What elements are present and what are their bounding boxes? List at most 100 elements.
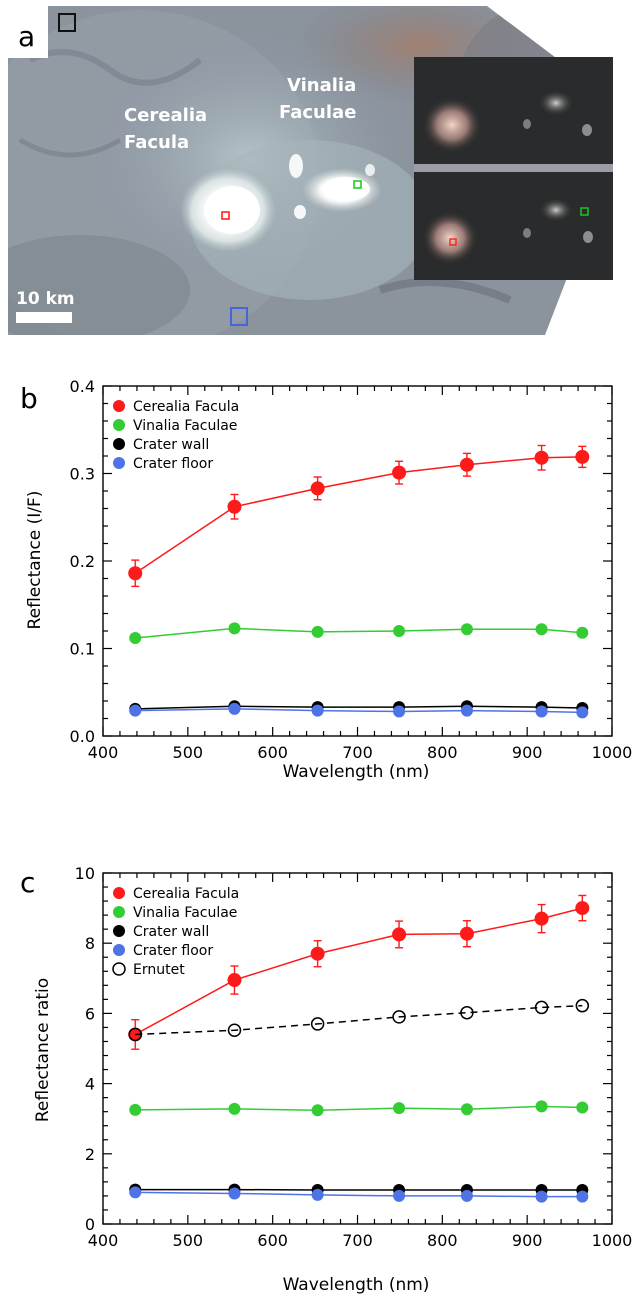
data-point	[534, 1000, 549, 1015]
vinalia-label-line2: Faculae	[279, 102, 356, 123]
panel-label-background	[8, 6, 48, 58]
data-point	[311, 625, 324, 638]
panel-c-label: c	[20, 866, 35, 899]
x-tick-label: 400	[88, 743, 119, 762]
x-tick-label: 400	[88, 1231, 119, 1250]
legend-label: Crater floor	[133, 943, 213, 959]
data-point	[310, 946, 325, 961]
ratio-x-axis-title: Wavelength (nm)	[283, 1275, 430, 1295]
data-point	[392, 1010, 406, 1024]
x-tick-label: 800	[427, 743, 458, 762]
data-point	[311, 704, 324, 717]
x-tick-label: 500	[173, 743, 204, 762]
legend-entry-crater-floor: Crater floor	[113, 456, 213, 472]
data-point	[575, 449, 590, 464]
data-point	[392, 465, 407, 480]
x-tick-label: 700	[342, 1231, 373, 1250]
series-line-crater-floor	[135, 1191, 583, 1198]
x-tick-label: 600	[257, 1231, 288, 1250]
legend-marker	[113, 925, 125, 937]
cerealia-sample-box	[221, 211, 230, 220]
legend-label: Ernutet	[133, 962, 185, 978]
legend-marker	[113, 887, 125, 899]
legend-entry-ernutet: Ernutet	[112, 962, 185, 978]
x-tick-label: 500	[173, 1231, 204, 1250]
cerealia-label-line2: Facula	[124, 132, 189, 153]
legend-entry-cerealia-facula: Cerealia Facula	[113, 886, 239, 902]
series-crater-wall	[129, 1183, 589, 1196]
x-tick-label: 800	[427, 1231, 458, 1250]
legend-marker	[113, 419, 125, 431]
data-point	[576, 626, 589, 639]
y-tick-label: 0.1	[70, 640, 95, 659]
legend-marker	[113, 457, 125, 469]
data-point	[228, 702, 241, 715]
data-point	[576, 1101, 589, 1114]
series-line-crater-wall	[135, 705, 583, 710]
y-tick-label: 8	[85, 934, 95, 953]
data-point	[459, 926, 474, 941]
legend-entry-cerealia-facula: Cerealia Facula	[113, 399, 239, 415]
inset-vinalia-box	[580, 207, 589, 216]
reflectance-x-axis-title: Wavelength (nm)	[283, 762, 430, 782]
legend-label: Crater wall	[133, 924, 209, 940]
y-tick-label: 6	[85, 1004, 95, 1023]
series-line-vinalia-faculae	[135, 1105, 583, 1112]
legend-label: Cerealia Facula	[133, 399, 239, 415]
scale-bar-label: 10 km	[16, 289, 75, 309]
legend-marker	[113, 400, 125, 412]
y-tick-label: 0.3	[70, 465, 95, 484]
data-point	[535, 623, 548, 636]
data-point	[128, 1027, 142, 1042]
series-line-ernutet	[135, 1004, 583, 1036]
series-cerealia-facula	[128, 894, 590, 1050]
cerealia-label-line1: Cerealia	[124, 105, 207, 126]
legend-entry-crater-wall: Crater wall	[113, 924, 209, 940]
data-point	[129, 1186, 142, 1199]
x-tick-label: 900	[512, 1231, 543, 1250]
data-point	[311, 1104, 324, 1117]
series-crater-wall	[129, 700, 589, 715]
panel-b-label: b	[20, 382, 38, 415]
ratio-y-axis-title: Reflectance ratio	[33, 978, 53, 1122]
crater-floor-sample-box	[230, 307, 248, 326]
data-point	[534, 450, 549, 465]
data-point	[129, 1103, 142, 1116]
data-point	[310, 1017, 325, 1031]
data-point	[393, 705, 406, 718]
legend-marker	[113, 906, 125, 918]
y-tick-label: 10	[75, 864, 95, 883]
series-line-cerealia-facula	[134, 456, 583, 574]
data-point	[534, 911, 549, 926]
data-point	[393, 1189, 406, 1202]
ratio-legend: Cerealia Facula Vinalia Faculae Crater wal…	[112, 886, 239, 978]
series-cerealia-facula	[128, 444, 590, 588]
legend-label: Vinalia Faculae	[133, 418, 237, 434]
legend-label: Vinalia Faculae	[133, 905, 237, 921]
data-point	[228, 622, 241, 635]
data-point	[460, 1005, 474, 1020]
data-point	[129, 704, 142, 717]
data-point	[460, 704, 473, 717]
data-point	[129, 632, 142, 644]
data-point	[227, 1023, 242, 1037]
data-point	[227, 973, 242, 988]
ratio-axes: 400 500 600 700 800 900 1000 0 2 4 6 8 10	[75, 864, 633, 1250]
series-line-crater-floor	[135, 708, 583, 714]
facula-image-panel: a Cerealia Facula Vinalia Faculae 10 km	[8, 6, 613, 335]
reflectance-y-axis-title: Reflectance (I/F)	[25, 491, 45, 630]
data-point	[535, 705, 548, 718]
y-tick-label: 2	[85, 1145, 95, 1164]
x-tick-label: 1000	[592, 743, 633, 762]
legend-marker	[113, 944, 125, 956]
y-tick-label: 0	[85, 1215, 95, 1234]
legend-label: Cerealia Facula	[133, 886, 239, 902]
series-vinalia-faculae	[129, 1100, 589, 1117]
data-point	[128, 566, 143, 581]
series-crater-floor	[129, 1186, 589, 1203]
y-tick-label: 0.0	[70, 727, 95, 746]
scale-bar	[16, 312, 72, 323]
series-vinalia-faculae	[129, 622, 589, 644]
legend-label: Crater floor	[133, 456, 213, 472]
data-point	[576, 1190, 589, 1203]
